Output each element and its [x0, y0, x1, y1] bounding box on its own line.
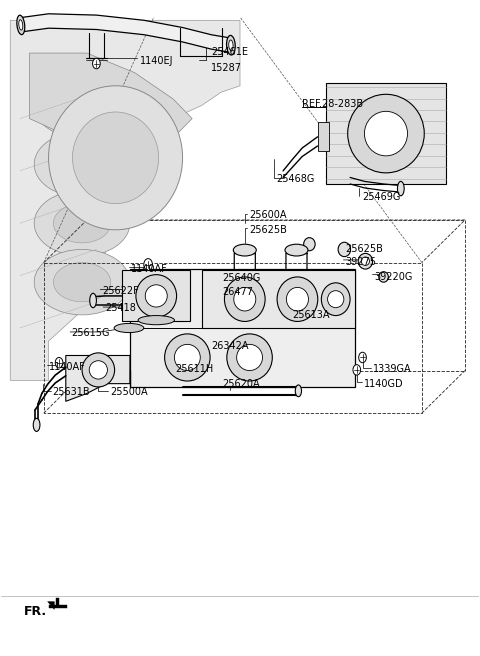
- Ellipse shape: [55, 358, 63, 368]
- Ellipse shape: [359, 352, 366, 363]
- Ellipse shape: [322, 283, 350, 316]
- Ellipse shape: [397, 181, 404, 195]
- Ellipse shape: [295, 385, 301, 397]
- Ellipse shape: [34, 190, 130, 256]
- Polygon shape: [122, 270, 190, 321]
- Ellipse shape: [227, 334, 272, 381]
- Ellipse shape: [53, 203, 111, 243]
- Ellipse shape: [361, 257, 370, 266]
- Polygon shape: [202, 270, 355, 328]
- Ellipse shape: [90, 293, 96, 308]
- Ellipse shape: [227, 35, 235, 55]
- Ellipse shape: [17, 15, 25, 35]
- Ellipse shape: [144, 258, 153, 270]
- Ellipse shape: [165, 334, 210, 381]
- Ellipse shape: [225, 277, 265, 321]
- Ellipse shape: [348, 94, 424, 173]
- Polygon shape: [48, 598, 67, 607]
- Ellipse shape: [358, 253, 372, 269]
- Ellipse shape: [338, 242, 350, 256]
- Text: 26477: 26477: [222, 287, 253, 297]
- Ellipse shape: [33, 419, 40, 432]
- Polygon shape: [10, 20, 240, 380]
- Ellipse shape: [48, 86, 182, 230]
- Ellipse shape: [353, 365, 360, 375]
- Polygon shape: [20, 14, 230, 52]
- Polygon shape: [66, 356, 130, 401]
- Text: 25611H: 25611H: [175, 364, 214, 374]
- Text: 25600A: 25600A: [250, 211, 287, 220]
- Text: 25625B: 25625B: [345, 245, 383, 255]
- Ellipse shape: [72, 112, 158, 203]
- Text: 26342A: 26342A: [211, 341, 249, 352]
- Text: 15287: 15287: [211, 63, 242, 73]
- Ellipse shape: [174, 344, 200, 371]
- Ellipse shape: [53, 145, 111, 184]
- Ellipse shape: [114, 323, 144, 333]
- Ellipse shape: [327, 291, 344, 308]
- Text: 1140AF: 1140AF: [131, 264, 168, 274]
- Text: 25622F: 25622F: [102, 285, 139, 296]
- Text: FR.: FR.: [24, 605, 47, 618]
- Text: 25640G: 25640G: [222, 273, 260, 283]
- Polygon shape: [326, 83, 446, 184]
- Polygon shape: [130, 269, 355, 387]
- Ellipse shape: [53, 86, 111, 125]
- Ellipse shape: [34, 73, 130, 138]
- Text: 25418: 25418: [105, 303, 136, 314]
- Ellipse shape: [82, 353, 115, 387]
- Text: 25469G: 25469G: [362, 192, 400, 202]
- Polygon shape: [48, 602, 54, 609]
- Ellipse shape: [237, 344, 263, 371]
- Text: REF.28-283B: REF.28-283B: [302, 99, 363, 109]
- Ellipse shape: [304, 237, 315, 251]
- Text: 25468G: 25468G: [276, 174, 314, 184]
- Text: 39275: 39275: [345, 257, 376, 267]
- Ellipse shape: [285, 244, 308, 256]
- Ellipse shape: [34, 132, 130, 197]
- Text: 25620A: 25620A: [222, 379, 259, 388]
- Ellipse shape: [19, 20, 23, 30]
- Ellipse shape: [138, 316, 174, 325]
- Ellipse shape: [234, 287, 256, 311]
- Text: 1140GD: 1140GD: [364, 379, 404, 388]
- Ellipse shape: [287, 287, 309, 311]
- Ellipse shape: [53, 262, 111, 302]
- Polygon shape: [29, 53, 192, 152]
- Text: 1140AF: 1140AF: [48, 362, 85, 372]
- Ellipse shape: [277, 277, 318, 321]
- Ellipse shape: [93, 58, 100, 69]
- Ellipse shape: [379, 272, 388, 282]
- Ellipse shape: [229, 40, 233, 51]
- Ellipse shape: [136, 275, 177, 318]
- Text: 25631B: 25631B: [52, 387, 90, 397]
- Text: 25500A: 25500A: [110, 387, 147, 397]
- Ellipse shape: [89, 361, 108, 379]
- Ellipse shape: [145, 285, 167, 307]
- Text: 39220G: 39220G: [374, 272, 412, 282]
- Text: 25613A: 25613A: [293, 310, 330, 320]
- Ellipse shape: [233, 244, 256, 256]
- Text: 1140EJ: 1140EJ: [140, 56, 173, 66]
- Text: 1339GA: 1339GA: [373, 364, 412, 374]
- Ellipse shape: [364, 112, 408, 156]
- Polygon shape: [318, 122, 328, 152]
- Text: 25461E: 25461E: [211, 47, 248, 58]
- Text: 25615G: 25615G: [72, 328, 110, 338]
- Text: 25625B: 25625B: [250, 225, 288, 235]
- Ellipse shape: [34, 249, 130, 315]
